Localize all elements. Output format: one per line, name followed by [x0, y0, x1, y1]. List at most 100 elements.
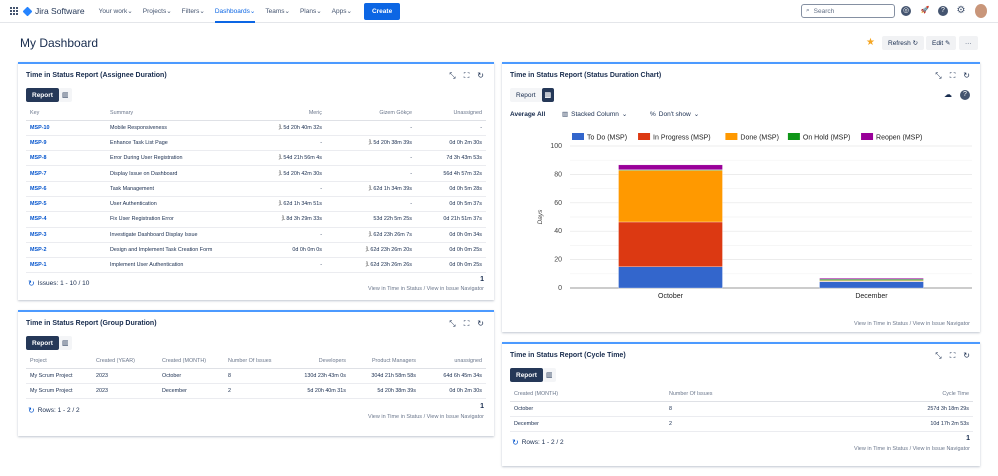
nav-label: Teams [265, 7, 285, 15]
view-in-issue-navigator-link[interactable]: View in Issue Navigator [426, 414, 484, 420]
issue-key-link[interactable]: MSP-10 [26, 120, 106, 136]
chart-tab-icon[interactable]: ▥ [58, 88, 72, 102]
nav-teams[interactable]: Teams ⌄ [265, 0, 290, 23]
column-header[interactable]: Created (MONTH) [158, 355, 224, 369]
bar-segment [819, 278, 924, 280]
notifications-compass-icon[interactable]: ◎ [901, 6, 911, 16]
issue-key-link[interactable]: MSP-4 [26, 211, 106, 228]
column-header[interactable]: Number Of Issues [224, 355, 290, 369]
user-avatar[interactable] [975, 4, 987, 18]
settings-gear-icon[interactable]: ⚙ [956, 5, 966, 16]
fullscreen-icon[interactable]: ⛶ [949, 351, 956, 360]
report-tab[interactable]: Report [26, 336, 59, 350]
column-header[interactable]: Unassigned [416, 107, 486, 121]
issue-key-link[interactable]: MSP-5 [26, 196, 106, 213]
cell-text: User Authentication [110, 201, 157, 208]
table-cell: 64d 6h 45m 34s [420, 368, 486, 384]
view-in-time-in-status-link[interactable]: View in Time in Status [368, 286, 423, 292]
column-header[interactable]: Meriç [236, 107, 326, 121]
show-values-dropdown[interactable]: % Don't show ⌄ [650, 110, 699, 119]
minimize-icon[interactable]: ⤡ [935, 71, 942, 80]
issue-key-link[interactable]: MSP-3 [26, 227, 106, 243]
chart-type-dropdown[interactable]: ▥ Stacked Column ⌄ [562, 110, 627, 119]
column-header[interactable]: Product Managers [350, 355, 420, 369]
column-header[interactable]: Created (YEAR) [92, 355, 158, 369]
page-number[interactable]: 1 [480, 403, 484, 410]
percent-icon: % [650, 110, 656, 118]
issue-key-link[interactable]: MSP-7 [26, 165, 106, 182]
fullscreen-icon[interactable]: ⛶ [949, 71, 956, 80]
help-icon[interactable]: ? [938, 6, 948, 16]
column-header[interactable]: Developers [290, 355, 350, 369]
fullscreen-icon[interactable]: ⛶ [463, 319, 470, 328]
column-header[interactable]: Number Of Issues [665, 388, 820, 402]
edit-button[interactable]: Edit ✎ [926, 36, 957, 50]
page-number[interactable]: 1 [480, 276, 484, 283]
nav-plans[interactable]: Plans ⌄ [300, 0, 322, 23]
table-cell: User Authentication [106, 196, 236, 213]
chart-tab-icon[interactable]: ▥ [58, 336, 72, 350]
column-header[interactable]: Cycle Time [820, 388, 973, 402]
column-header[interactable]: Key [26, 107, 106, 121]
refresh-icon[interactable]: ↻ [963, 71, 970, 80]
view-in-issue-navigator-link[interactable]: View in Issue Navigator [912, 321, 970, 327]
download-cloud-icon[interactable]: ☁ [944, 90, 952, 99]
create-button[interactable]: Create [363, 2, 401, 20]
star-icon[interactable]: ★ [866, 37, 875, 48]
view-in-time-in-status-link[interactable]: View in Time in Status [854, 446, 909, 452]
view-in-issue-navigator-link[interactable]: View in Issue Navigator [426, 286, 484, 292]
refresh-icon[interactable]: ↻ [477, 319, 484, 328]
report-tab[interactable]: Report [510, 88, 542, 102]
cell-text: 5d 20h 38m 39s [373, 139, 412, 146]
issue-key-link[interactable]: MSP-1 [26, 257, 106, 274]
table-cell: 🏃54d 21h 56m 4s [236, 150, 326, 167]
jira-logo[interactable]: Jira Software [22, 6, 85, 16]
refresh-icon[interactable]: ↻ [28, 406, 35, 415]
column-header[interactable]: Project [26, 355, 92, 369]
nav-dashboards[interactable]: Dashboards ⌄ [214, 0, 255, 23]
refresh-icon[interactable]: ↻ [28, 279, 35, 288]
table-cell: 🏃5d 20h 38m 39s [326, 135, 416, 152]
issue-key-link[interactable]: MSP-6 [26, 181, 106, 197]
cell-text: Mobile Responsiveness [110, 124, 167, 131]
fullscreen-icon[interactable]: ⛶ [463, 71, 470, 80]
chart-tab-icon[interactable]: ▥ [541, 88, 555, 102]
minimize-icon[interactable]: ⤡ [449, 71, 456, 80]
minimize-icon[interactable]: ⤡ [449, 319, 456, 328]
nav-projects[interactable]: Projects ⌄ [143, 0, 172, 23]
more-button[interactable]: ··· [959, 36, 978, 50]
cell-text: 0d 0h 5m 37s [449, 201, 482, 208]
refresh-button[interactable]: Refresh ↻ [882, 36, 925, 50]
table-cell: 8 [224, 368, 290, 384]
view-in-time-in-status-link[interactable]: View in Time in Status [368, 414, 423, 420]
view-in-issue-navigator-link[interactable]: View in Issue Navigator [912, 446, 970, 452]
nav-apps[interactable]: Apps ⌄ [332, 0, 352, 23]
column-header[interactable]: unassigned [420, 355, 486, 369]
table-row: MSP-2 Design and Implement Task Creation … [26, 242, 486, 259]
issue-key-link[interactable]: MSP-2 [26, 242, 106, 259]
column-header[interactable]: Summary [106, 107, 236, 121]
refresh-icon[interactable]: ↻ [963, 351, 970, 360]
app-switcher-icon[interactable] [10, 7, 18, 15]
refresh-icon[interactable]: ↻ [512, 438, 519, 447]
report-tab[interactable]: Report [26, 88, 59, 102]
page-number[interactable]: 1 [966, 435, 970, 442]
issue-key-link[interactable]: MSP-8 [26, 150, 106, 167]
issue-key-link[interactable]: MSP-9 [26, 135, 106, 152]
search-input[interactable]: ⌕ Search [801, 4, 895, 18]
column-header[interactable]: Gizem Gökçe [326, 107, 416, 121]
rocket-icon[interactable]: 🚀 [920, 7, 930, 14]
table-row: MSP-10 Mobile Responsiveness 🏃5d 20h 40m 3… [26, 120, 486, 136]
stacked-column-chart: 0 20 40 60 80 100 Days To Do (MSP) In Progress (… [537, 133, 972, 300]
refresh-icon[interactable]: ↻ [477, 71, 484, 80]
column-header[interactable]: Created (MONTH) [510, 388, 665, 402]
report-tab[interactable]: Report [510, 368, 543, 382]
nav-filters[interactable]: Filters ⌄ [182, 0, 205, 23]
nav-your-work[interactable]: Your work ⌄ [99, 0, 133, 23]
view-in-time-in-status-link[interactable]: View in Time in Status [854, 321, 909, 327]
minimize-icon[interactable]: ⤡ [935, 351, 942, 360]
cell-text: 0d 21h 51m 37s [443, 216, 482, 223]
chart-tab-icon[interactable]: ▥ [542, 368, 556, 382]
help-icon[interactable]: ? [960, 90, 970, 100]
table-cell: 0d 21h 51m 37s [416, 211, 486, 228]
